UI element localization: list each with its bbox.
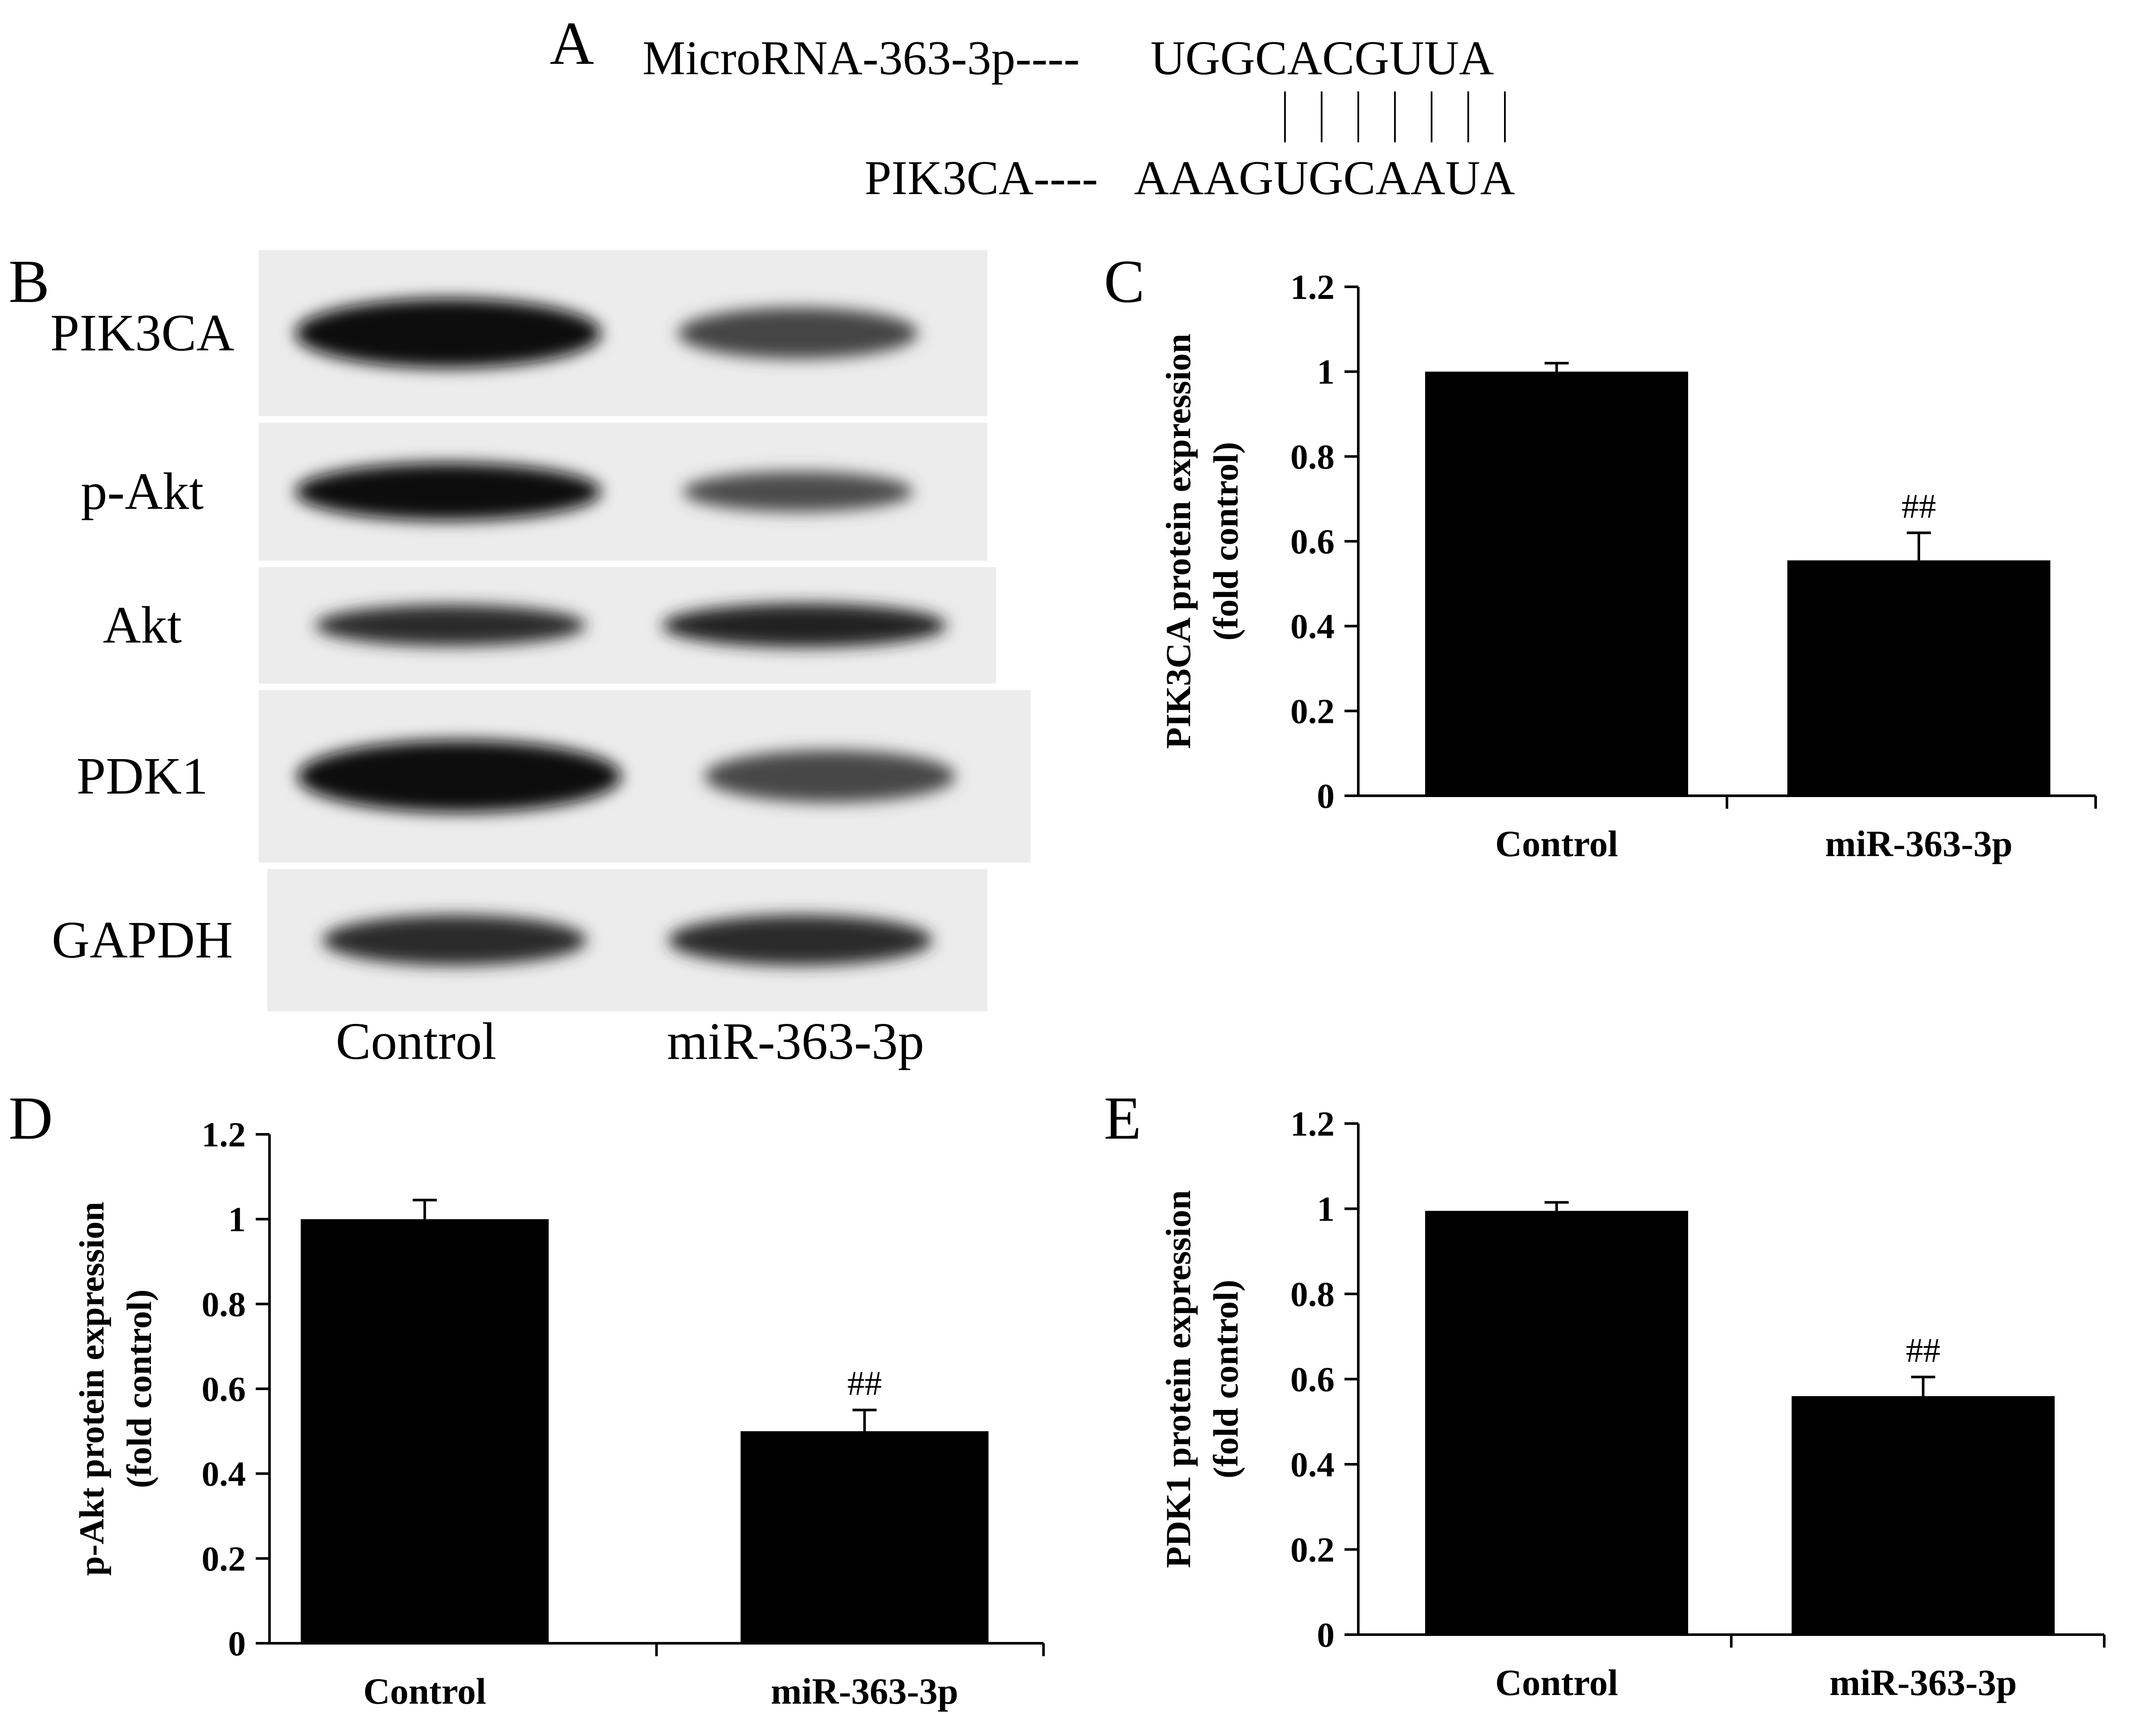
mirna-label: MicroRNA-363-3p---- [642, 31, 1080, 85]
blot-row: PDK1 [76, 690, 1031, 863]
significance-label: ## [1906, 1332, 1940, 1370]
chart-d: 0 0.2 0.4 0.6 0.8 1 1.2 Control miR-363-3p ## p-Ak… [72, 1115, 1045, 1712]
y-tick-label: 1 [228, 1200, 246, 1239]
y-tick-label: 0.2 [1291, 691, 1335, 731]
blot-row: Akt [103, 567, 996, 684]
y-axis-label: PDK1 protein expression [1159, 1190, 1198, 1568]
y-tick-label: 0 [1317, 1615, 1335, 1654]
y-tick-label: 0.6 [1291, 1360, 1335, 1399]
y-tick-label: 0.2 [1291, 1530, 1335, 1570]
y-tick-label: 0.4 [1291, 607, 1335, 646]
category-label: Control [363, 1670, 486, 1712]
panel-label-e: E [1104, 1084, 1141, 1152]
y-tick-label: 0 [228, 1624, 246, 1663]
blot-row: p-Akt [81, 423, 987, 561]
y-tick-label: 0.4 [202, 1454, 246, 1494]
blot-band-control [315, 605, 586, 646]
bar [1787, 560, 2050, 796]
blot-lane-mir: miR-363-3p [667, 1012, 924, 1070]
y-tick-label: 0.4 [1291, 1445, 1335, 1484]
y-tick-label: 0.2 [202, 1539, 246, 1578]
blot-band-mir [683, 471, 913, 512]
blot-rows: PIK3CA p-Akt Akt PDK1 GAPDH [50, 250, 1031, 1011]
y-tick-label: 1 [1317, 352, 1335, 392]
mirna-sequence: UGGCACGUUA [1150, 31, 1494, 85]
blot-band-mir [704, 750, 956, 803]
y-tick-label: 1.2 [1291, 1104, 1335, 1143]
y-axis-label: PIK3CA protein expression [1159, 334, 1198, 749]
y-tick-label: 1.2 [1291, 267, 1335, 307]
y-axis-label: (fold control) [1206, 442, 1245, 641]
blot-row: PIK3CA [50, 250, 987, 416]
blot-row-label: PDK1 [76, 747, 208, 805]
y-axis-label: p-Akt protein expression [72, 1202, 111, 1576]
bar [1792, 1396, 2055, 1635]
blot-band-mir [668, 915, 933, 966]
y-tick-label: 0.8 [202, 1284, 246, 1324]
blot-row-label: Akt [103, 596, 182, 654]
panel-label-d: D [9, 1084, 53, 1152]
panel-label-c: C [1104, 247, 1145, 315]
y-tick-label: 0.6 [1291, 522, 1335, 561]
significance-label: ## [847, 1365, 882, 1403]
bar [301, 1219, 549, 1643]
base-pair-lines [1284, 91, 1506, 142]
blot-band-control [297, 740, 622, 813]
y-axis-label: (fold control) [119, 1290, 159, 1488]
blot-row-label: GAPDH [52, 911, 233, 969]
blot-band-control [322, 915, 587, 966]
chart-e: 0 0.2 0.4 0.6 0.8 1 1.2 Control miR-363-3p ## PDK1… [1159, 1104, 2106, 1703]
bar [1425, 1211, 1688, 1635]
blot-band-control [295, 462, 602, 521]
target-label: PIK3CA---- [865, 151, 1098, 205]
y-tick-label: 1 [1317, 1190, 1335, 1229]
blot-band-mir [678, 307, 918, 359]
y-axis-label: (fold control) [1206, 1280, 1245, 1479]
panel-label-b: B [9, 247, 50, 315]
blot-band-control [295, 298, 602, 368]
y-tick-label: 0.8 [1291, 437, 1335, 476]
blot-lane-control: Control [336, 1012, 497, 1070]
panel-a: A MicroRNA-363-3p---- UGGCACGUUA PIK3CA-… [550, 9, 1515, 205]
y-tick-label: 0.6 [202, 1369, 246, 1409]
category-label: Control [1495, 1662, 1618, 1703]
category-label: miR-363-3p [1825, 823, 2013, 864]
blot-row: GAPDH [52, 869, 987, 1011]
blot-row-label: p-Akt [81, 462, 204, 521]
panel-b: B PIK3CA p-Akt Akt PDK1 GAPDH Control miR-36… [9, 247, 1031, 1070]
category-label: miR-363-3p [771, 1670, 959, 1712]
bar [1425, 371, 1688, 796]
target-sequence: AAAGUGCAAUA [1134, 151, 1515, 205]
y-tick-label: 1.2 [202, 1115, 246, 1154]
category-label: miR-363-3p [1830, 1662, 2017, 1703]
y-tick-label: 0 [1317, 776, 1335, 816]
panel-label-a: A [550, 9, 594, 77]
bar [740, 1431, 989, 1643]
blot-band-mir [662, 603, 947, 648]
significance-label: ## [1902, 487, 1936, 525]
y-tick-label: 0.8 [1291, 1275, 1335, 1314]
blot-row-label: PIK3CA [50, 304, 234, 362]
chart-c: 0 0.2 0.4 0.6 0.8 1 1.2 Control miR-363-3p ## PIK3… [1159, 267, 2097, 864]
category-label: Control [1495, 823, 1618, 864]
